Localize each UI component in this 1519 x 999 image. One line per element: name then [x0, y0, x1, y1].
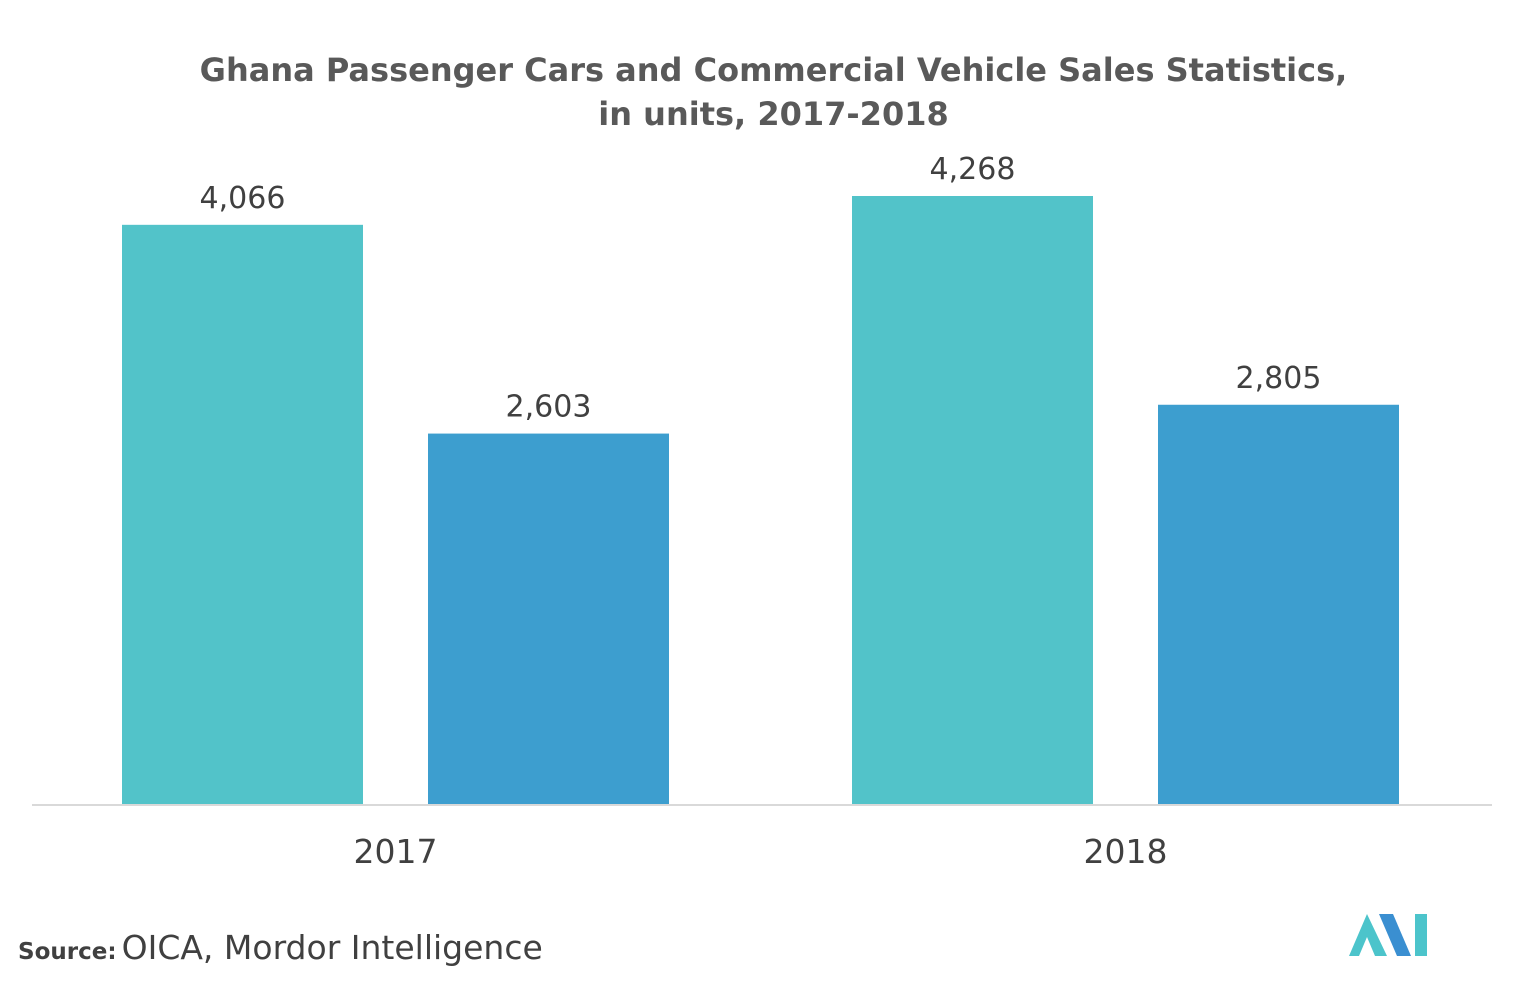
x-tick-label-2017: 2017	[354, 832, 438, 871]
bar-2017-series-1	[122, 224, 363, 805]
logo-teal-right-shape	[1415, 914, 1427, 956]
bar-2017-series-2	[428, 433, 669, 805]
bar-value-label-2017-series-2: 2,603	[506, 390, 592, 425]
bar-value-label-2017-series-1: 4,066	[200, 181, 286, 216]
chart-title-line-1: Ghana Passenger Cars and Commercial Vehi…	[199, 51, 1348, 89]
bar-2018-series-1	[852, 196, 1093, 805]
bar-2018-series-2	[1158, 404, 1399, 805]
logo-blue-shape	[1379, 914, 1411, 956]
bars-layer	[122, 196, 1399, 805]
source-note: Source: OICA, Mordor Intelligence	[18, 928, 543, 967]
chart-title-line-2: in units, 2017-2018	[598, 95, 949, 133]
source-text: OICA, Mordor Intelligence	[121, 928, 543, 967]
source-label: Source:	[18, 939, 117, 965]
x-tick-label-2018: 2018	[1084, 832, 1168, 871]
labels-layer: 4,066 2,603 2017 4,268 2,805 2018	[200, 152, 1322, 871]
chart-title: Ghana Passenger Cars and Commercial Vehi…	[0, 48, 1519, 136]
bar-value-label-2018-series-1: 4,268	[930, 152, 1016, 187]
mordor-intelligence-logo-icon	[1349, 914, 1427, 956]
logo-teal-shape	[1349, 914, 1387, 956]
bar-value-label-2018-series-2: 2,805	[1236, 361, 1322, 396]
